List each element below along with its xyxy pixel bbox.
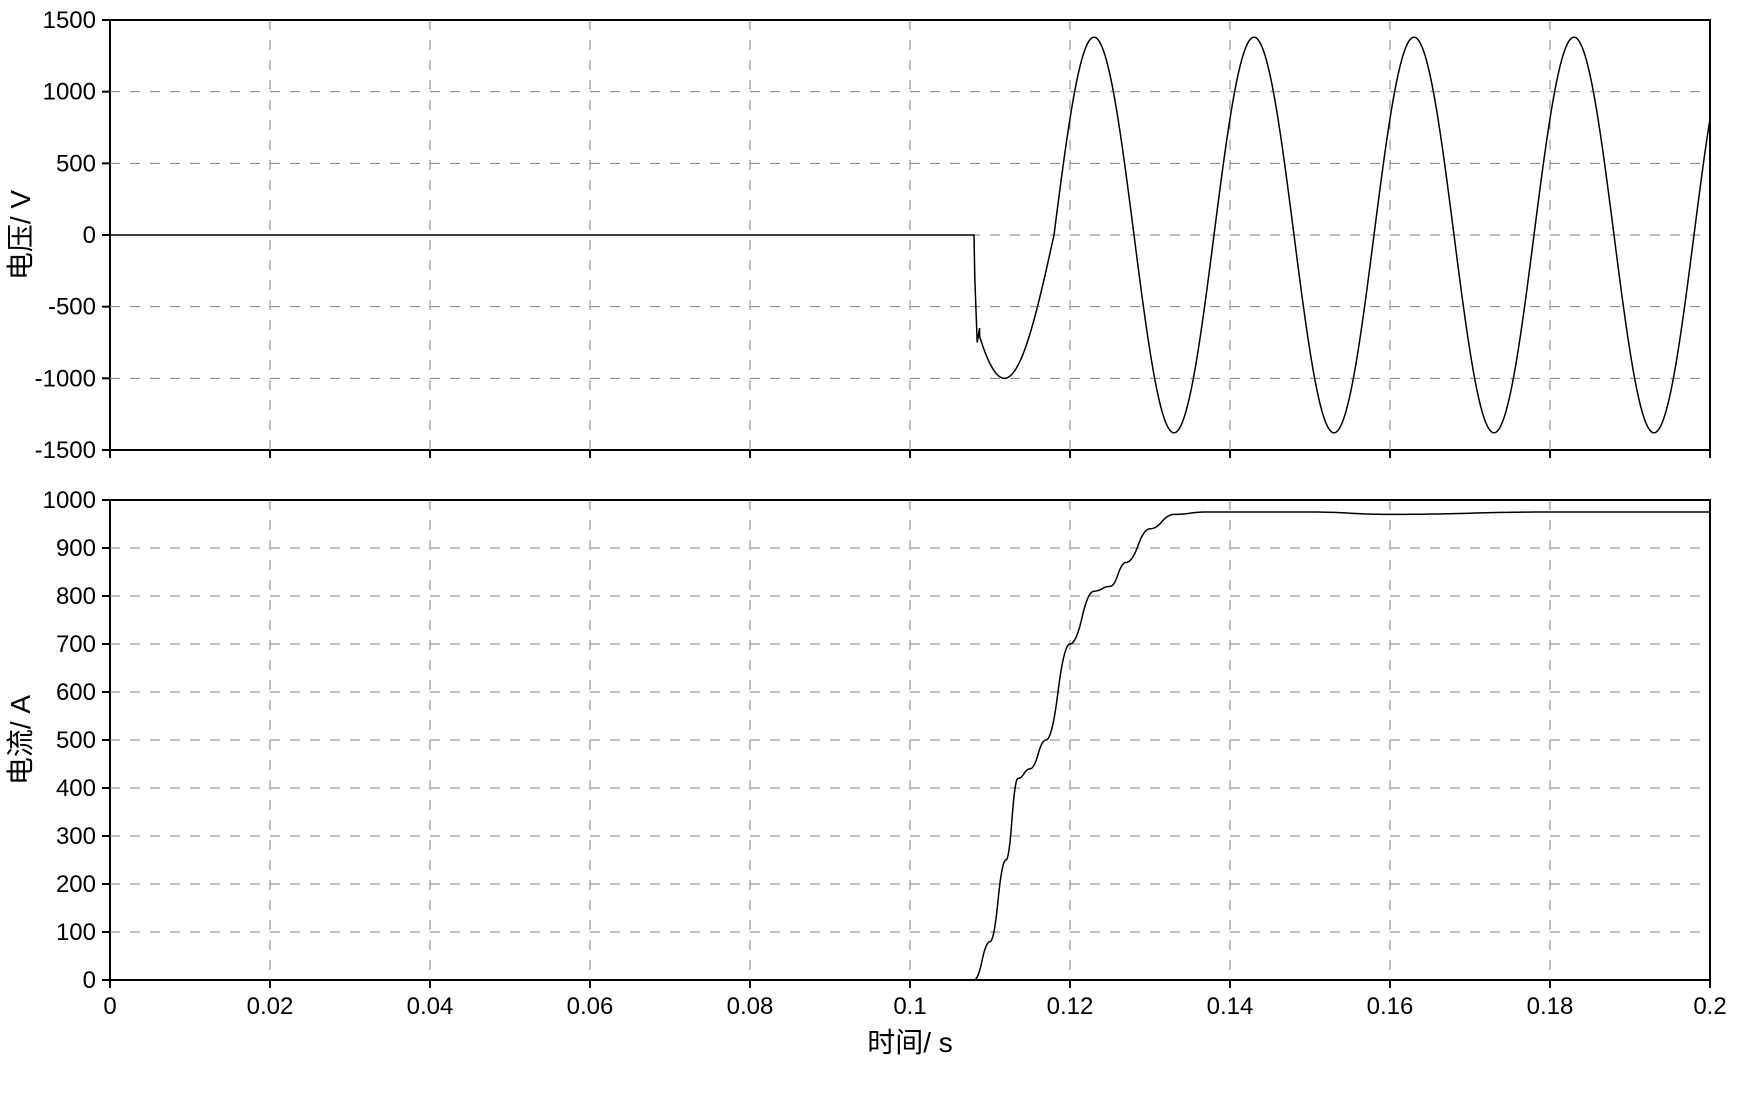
ytick-label: 1000	[43, 487, 96, 514]
y-axis-label: 电压/ V	[5, 190, 36, 281]
xtick-label: 0.2	[1693, 993, 1726, 1020]
xtick-label: 0	[103, 993, 116, 1020]
xtick-label: 0.08	[727, 993, 774, 1020]
chart-container: -1500 -1000 -500 0 500 1000 1500 电压/ V 0 100 200 30…	[0, 0, 1742, 1106]
xtick-label: 0.04	[407, 993, 454, 1020]
ytick-label: 600	[56, 679, 96, 706]
ytick-label: 800	[56, 583, 96, 610]
ytick-label: 500	[56, 150, 96, 177]
x-axis-label: 时间/ s	[867, 1027, 953, 1058]
ytick-label: 0	[83, 967, 96, 994]
chart-svg: -1500 -1000 -500 0 500 1000 1500 电压/ V 0 100 200 30…	[0, 0, 1742, 1106]
xtick-label: 0.18	[1527, 993, 1574, 1020]
ytick-label: -500	[48, 294, 96, 321]
ytick-label: 900	[56, 535, 96, 562]
ytick-label: 1000	[43, 79, 96, 106]
xtick-label: 0.02	[247, 993, 294, 1020]
xtick-label: 0.06	[567, 993, 614, 1020]
ytick-label: -1000	[35, 365, 96, 392]
ytick-label: 100	[56, 919, 96, 946]
ytick-label: 300	[56, 823, 96, 850]
xtick-label: 0.1	[893, 993, 926, 1020]
ytick-label: -1500	[35, 437, 96, 464]
ytick-label: 1500	[43, 7, 96, 34]
xtick-label: 0.16	[1367, 993, 1414, 1020]
xtick-label: 0.14	[1207, 993, 1254, 1020]
ytick-label: 500	[56, 727, 96, 754]
ytick-label: 200	[56, 871, 96, 898]
xtick-label: 0.12	[1047, 993, 1094, 1020]
ytick-label: 400	[56, 775, 96, 802]
y-axis-label: 电流/ A	[5, 695, 36, 786]
ytick-label: 700	[56, 631, 96, 658]
ytick-label: 0	[83, 222, 96, 249]
